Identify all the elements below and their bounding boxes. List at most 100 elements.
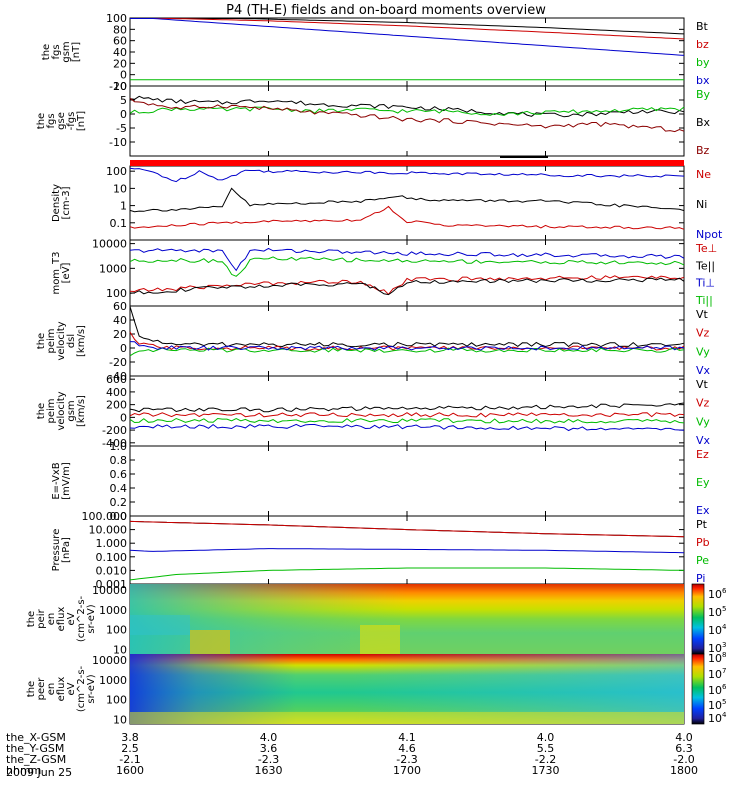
y-tick-label: 1000 — [99, 262, 127, 275]
y-tick-label: 100 — [106, 165, 127, 178]
y-tick-label: 10 — [113, 80, 127, 93]
orbit-value: 1600 — [116, 764, 144, 777]
y-axis-label: [eV] — [61, 263, 72, 284]
orbit-value: 2.5 — [121, 742, 139, 755]
ion-spectrogram — [130, 584, 684, 654]
y-axis-label: gsm — [66, 400, 77, 421]
legend-entry: Ti⊥ — [695, 277, 715, 290]
electron-colorbar: 108 107 106 105 104 — [691, 651, 727, 725]
panel-7: 1.00.80.60.40.20.0 E=-VxB [mV/m] Ez Ey Ex — [51, 440, 710, 523]
legend-entry: Ey — [696, 476, 710, 489]
panel-frame — [129, 445, 685, 517]
series-line-ne — [129, 205, 685, 230]
legend-entry: Vt — [696, 378, 709, 391]
panel-frame — [129, 305, 685, 377]
svg-text:105: 105 — [708, 605, 726, 619]
y-tick-label: 20 — [113, 328, 127, 341]
y-tick-label: 40 — [113, 46, 127, 59]
legend-entry: Vx — [696, 434, 711, 447]
y-tick-label: 60 — [113, 300, 127, 313]
y-axis-label: gsm — [61, 41, 72, 62]
legend-entry: Bz — [696, 144, 710, 157]
y-axis-label: Density — [51, 184, 62, 222]
y-tick-label: 0 — [120, 411, 127, 424]
y-tick-label: 10 — [113, 644, 127, 657]
legend-entry: Npot — [696, 228, 723, 241]
y-tick-label: 1000 — [99, 674, 127, 687]
y-tick-label: 10.000 — [89, 524, 128, 537]
series-line-vy — [129, 417, 685, 424]
legend-entry: Ne — [696, 168, 711, 181]
legend-entry: by — [696, 56, 710, 69]
orbit-value: 4.1 — [398, 731, 416, 744]
y-tick-label: 10 — [113, 182, 127, 195]
y-axis-label: the — [26, 611, 37, 627]
y-tick-label: 100 — [106, 694, 127, 707]
orbit-value: 5.5 — [537, 742, 555, 755]
orbit-value: 4.0 — [260, 731, 278, 744]
orbit-value: -2.3 — [396, 753, 417, 766]
orbit-row-label: the_X-GSM — [6, 731, 66, 744]
y-axis-label: [nT] — [76, 111, 87, 131]
orbit-row-label: the_Z-GSM — [6, 753, 66, 766]
panel-10: 10000 1000 100 10 the peer en eflux eV (cm^2-s-sr… — [26, 653, 685, 727]
y-axis-label: (cm^2-s- — [76, 595, 87, 642]
y-axis-label: sr-eV) — [86, 604, 97, 633]
date-label: 2009 Jun 25 — [6, 766, 72, 779]
panel-frame — [129, 239, 685, 307]
series-line-ni — [129, 187, 685, 213]
y-tick-label: 40 — [113, 314, 127, 327]
y-axis-label: [nPa] — [61, 537, 72, 563]
y-axis-label: eV — [66, 682, 77, 695]
y-axis-label: the — [41, 44, 52, 60]
y-axis-label: the — [36, 333, 47, 349]
y-axis-label: peer — [36, 677, 47, 701]
orbit-value: 1800 — [670, 764, 698, 777]
legend-entry: Ni — [696, 198, 707, 211]
legend-entry: Vz — [696, 397, 710, 410]
y-tick-label: 1000 — [99, 604, 127, 617]
svg-text:106: 106 — [708, 587, 727, 601]
y-axis-label: peim — [46, 328, 57, 353]
series-line-by — [129, 106, 685, 117]
legend-entry: Vy — [696, 415, 710, 428]
panel-frame — [129, 375, 685, 447]
y-tick-label: 0 — [120, 69, 127, 82]
quality-flag-bar — [130, 160, 684, 166]
series-line-vz — [129, 412, 685, 418]
panel-4: 10000 1000 100 mom_T3 [eV] Te⊥ Te|| Ti⊥ Ti|| — [51, 238, 717, 307]
legend-entry: Vy — [696, 345, 710, 358]
series-line-bx — [130, 18, 685, 56]
y-tick-label: 0.100 — [96, 551, 128, 564]
series-line-vx — [129, 341, 685, 351]
series-line-ti — [129, 247, 685, 272]
y-axis-label: [nT] — [71, 42, 82, 62]
y-tick-label: 1.0 — [110, 440, 128, 453]
orbit-value: 4.0 — [537, 731, 555, 744]
y-axis-label: [km/s] — [76, 325, 87, 357]
y-axis-label: the — [26, 681, 37, 697]
svg-text:104: 104 — [708, 711, 727, 725]
y-axis-label: gse — [56, 112, 67, 130]
y-axis-label: [km/s] — [76, 395, 87, 427]
series-line-vy — [129, 347, 685, 357]
y-tick-label: 10000 — [92, 238, 127, 251]
y-axis-label: velocity — [56, 321, 67, 360]
legend-entry: Ex — [696, 504, 710, 517]
legend-entry: Pe — [696, 554, 709, 567]
orbit-value: 1630 — [255, 764, 283, 777]
series-line-pe — [129, 567, 685, 581]
chart-title: P4 (TH-E) fields and on-board moments ov… — [226, 3, 546, 18]
legend-entry: Bt — [696, 20, 709, 33]
y-tick-label: 0 — [120, 342, 127, 355]
svg-text:103: 103 — [708, 641, 726, 655]
panel-frame — [129, 17, 685, 87]
legend-entry: Vx — [696, 364, 711, 377]
y-tick-label: 1 — [120, 200, 127, 213]
panel-frame — [129, 85, 685, 157]
